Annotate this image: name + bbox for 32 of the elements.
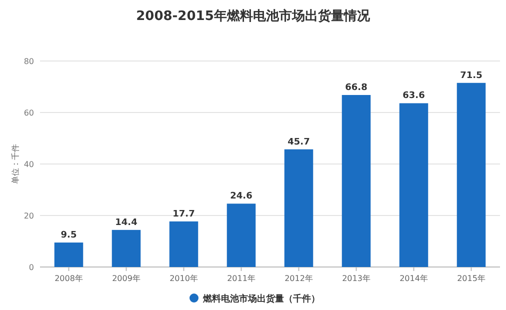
data-label: 45.7: [288, 137, 310, 148]
x-tick-label: 2012年: [284, 274, 313, 283]
data-label: 71.5: [460, 70, 482, 81]
data-label: 63.6: [402, 91, 425, 102]
x-tick-label: 2015年: [457, 274, 486, 283]
bar: [284, 149, 314, 267]
x-tick-label: 2008年: [54, 274, 83, 283]
y-tick-label: 20: [24, 212, 34, 220]
bar: [54, 242, 84, 267]
y-tick-label: 60: [24, 108, 34, 118]
x-tick-label: 2013年: [342, 274, 370, 283]
chart-title: 2008-2015年燃料电池市场出货量情况: [136, 8, 371, 24]
y-axis-title: 单位：千件: [11, 144, 20, 184]
data-label: 14.4: [115, 218, 138, 228]
bar: [399, 103, 428, 267]
bar: [456, 82, 486, 267]
x-tick-label: 2011年: [227, 274, 256, 283]
data-label: 17.7: [172, 209, 195, 220]
bar: [342, 94, 371, 267]
x-tick-label: 2010年: [170, 274, 198, 283]
x-tick-label: 2009年: [112, 274, 140, 283]
data-label: 9.5: [60, 230, 77, 241]
bar: [112, 230, 141, 267]
bar: [169, 221, 198, 267]
legend-label: 燃料电池市场出货量（千件）: [202, 294, 320, 304]
data-label: 66.8: [345, 82, 368, 93]
bar: [226, 204, 256, 267]
y-tick-label: 40: [24, 160, 34, 169]
y-tick-label: 80: [24, 57, 34, 66]
x-tick-label: 2014年: [400, 274, 428, 283]
y-tick-label: 0: [28, 263, 34, 272]
data-label: 24.6: [230, 192, 252, 202]
